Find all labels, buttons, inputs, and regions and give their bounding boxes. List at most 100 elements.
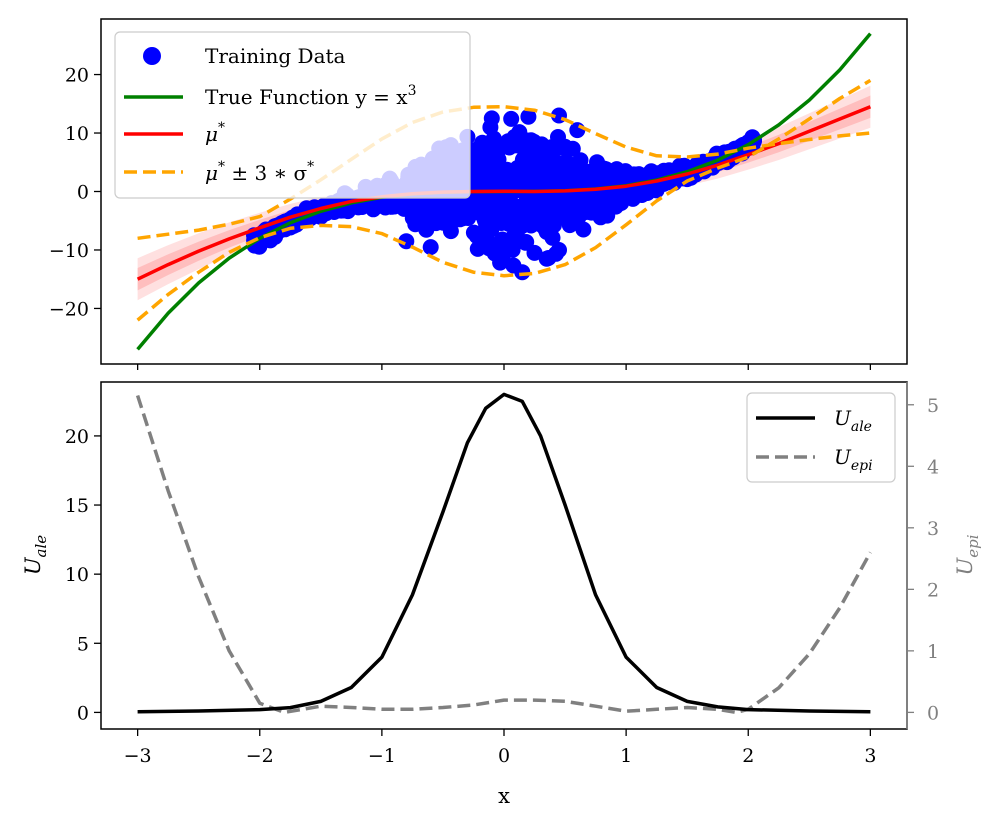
scatter-point bbox=[483, 221, 500, 238]
legend-label-mu-bounds-sup1: * bbox=[218, 159, 225, 175]
scatter-point bbox=[557, 138, 574, 155]
scatter-point-outlier bbox=[551, 242, 567, 258]
legend-label-mu-bounds: μ* ± 3 ∗ σ* bbox=[205, 159, 314, 185]
legend-label-u-ale: Uale bbox=[834, 406, 872, 435]
legend-label-true-function: True Function y = x3 bbox=[205, 83, 417, 109]
bottom-xtick-label: −3 bbox=[124, 745, 152, 767]
top-ytick-label: 10 bbox=[65, 123, 89, 145]
bottom-y2tick-label: 2 bbox=[927, 579, 939, 601]
top-y-ticks: −20 −10 0 10 20 bbox=[49, 65, 872, 370]
scatter-point-outlier bbox=[575, 221, 592, 238]
bottom-xtick-label: 2 bbox=[742, 745, 754, 767]
bottom-xtick-label: 0 bbox=[498, 745, 510, 767]
scatter-point bbox=[479, 170, 496, 186]
mu-upper-bound-line bbox=[137, 104, 871, 241]
legend-label-mu-text: μ bbox=[205, 122, 218, 146]
mu-line bbox=[136, 105, 872, 281]
bottom-legend-box bbox=[746, 392, 896, 483]
bottom-panel: −3 −2 −1 0 1 2 3 0 5 10 15 20 0 1 2 3 4 5 x Uale Uepi U… bbox=[21, 381, 982, 808]
scatter-point-outlier bbox=[502, 236, 519, 253]
y-axis-label: Uale bbox=[21, 535, 50, 575]
x-axis-label: x bbox=[498, 784, 510, 808]
top-legend-box bbox=[114, 31, 471, 199]
scatter-point bbox=[486, 245, 503, 262]
scatter-point bbox=[509, 160, 526, 177]
legend-label-u-epi: Uepi bbox=[834, 445, 873, 474]
bottom-y2tick-label: 0 bbox=[927, 702, 939, 724]
legend-label-training-data: Training Data bbox=[205, 44, 346, 68]
scatter-point bbox=[595, 194, 612, 211]
scatter-point-outlier bbox=[422, 239, 439, 256]
bottom-y-ticks: 0 5 10 15 20 bbox=[65, 426, 101, 724]
scatter-point bbox=[458, 209, 475, 225]
scatter-point bbox=[465, 193, 482, 210]
scatter-point bbox=[539, 176, 556, 193]
y-axis-label-sub: ale bbox=[32, 535, 50, 558]
legend-label-mu-bounds-tail: ± 3 ∗ σ bbox=[225, 161, 308, 185]
u-ale-line bbox=[137, 392, 871, 714]
bottom-x-ticks: −3 −2 −1 0 1 2 3 bbox=[124, 729, 876, 767]
bottom-ytick-label: 0 bbox=[77, 702, 89, 724]
bottom-ytick-label: 15 bbox=[65, 495, 89, 517]
legend-label-u-epi-sub: epi bbox=[851, 458, 873, 474]
scatter-point bbox=[503, 110, 520, 127]
scatter-point-outlier bbox=[526, 244, 543, 261]
bottom-xtick-label: 3 bbox=[864, 745, 876, 767]
scatter-point bbox=[417, 204, 434, 220]
legend-label-true-function-sup: 3 bbox=[408, 83, 417, 99]
scatter-point-outlier bbox=[483, 110, 500, 127]
scatter-point bbox=[556, 155, 573, 172]
bottom-ytick-label: 20 bbox=[65, 426, 89, 448]
bottom-y2tick-label: 4 bbox=[927, 456, 939, 478]
top-series-lines bbox=[136, 32, 872, 351]
legend-label-u-ale-main: U bbox=[834, 406, 852, 430]
top-panel: −20 −10 0 10 20 Training Data True Function … bbox=[49, 18, 908, 370]
scatter-point bbox=[404, 210, 421, 227]
bottom-y2-ticks: 0 1 2 3 4 5 bbox=[907, 395, 939, 724]
legend-label-mu-bounds-mu: μ bbox=[205, 161, 218, 185]
scatter-point-outlier bbox=[398, 233, 415, 250]
scatter-point bbox=[481, 209, 498, 226]
scatter-point bbox=[489, 149, 505, 166]
scatter-point bbox=[536, 212, 553, 229]
top-ytick-label: 0 bbox=[77, 182, 89, 204]
scatter-point bbox=[495, 197, 511, 214]
scatter-point bbox=[561, 217, 578, 234]
bottom-y2tick-label: 5 bbox=[927, 395, 939, 417]
bottom-xtick-label: 1 bbox=[620, 745, 632, 767]
bottom-xtick-label: −2 bbox=[246, 745, 274, 767]
y-axis-label-main: U bbox=[21, 556, 45, 575]
legend-label-mu-sup: * bbox=[218, 120, 225, 136]
bottom-y2tick-label: 1 bbox=[927, 641, 939, 663]
scatter-point bbox=[442, 223, 459, 240]
scatter-point bbox=[589, 154, 605, 171]
legend-label-mu-bounds-sup2: * bbox=[307, 159, 314, 175]
bottom-series-lines bbox=[135, 392, 872, 715]
top-ytick-label: −10 bbox=[49, 240, 89, 262]
scatter-point bbox=[511, 124, 528, 141]
top-ytick-label: −20 bbox=[49, 298, 89, 320]
bottom-ytick-label: 5 bbox=[77, 633, 89, 655]
y2-axis-label-main: U bbox=[953, 556, 977, 575]
top-legend: Training Data True Function y = x3 μ* μ*… bbox=[114, 31, 471, 199]
scatter-point bbox=[523, 132, 540, 149]
bottom-y2tick-label: 3 bbox=[927, 518, 939, 540]
mu-lower-bound-line bbox=[136, 78, 872, 322]
bottom-legend: Uale Uepi bbox=[746, 392, 896, 483]
scatter-point bbox=[439, 198, 456, 215]
y2-axis-label: Uepi bbox=[953, 534, 982, 575]
y2-axis-label-sub: epi bbox=[964, 534, 982, 557]
scatter-point-outlier bbox=[520, 108, 537, 125]
scatter-point bbox=[522, 180, 539, 197]
scatter-point bbox=[469, 240, 486, 257]
scatter-point bbox=[544, 229, 561, 246]
bottom-xtick-label: −1 bbox=[368, 745, 396, 767]
scatter-point-outlier bbox=[538, 250, 555, 267]
bottom-ytick-label: 10 bbox=[65, 564, 89, 586]
legend-label-u-epi-main: U bbox=[834, 445, 852, 469]
legend-label-u-ale-sub: ale bbox=[851, 419, 872, 435]
legend-marker-training-data bbox=[143, 47, 161, 65]
legend-label-true-function-text: True Function y = x bbox=[205, 85, 408, 109]
legend-label-mu: μ* bbox=[205, 120, 225, 146]
